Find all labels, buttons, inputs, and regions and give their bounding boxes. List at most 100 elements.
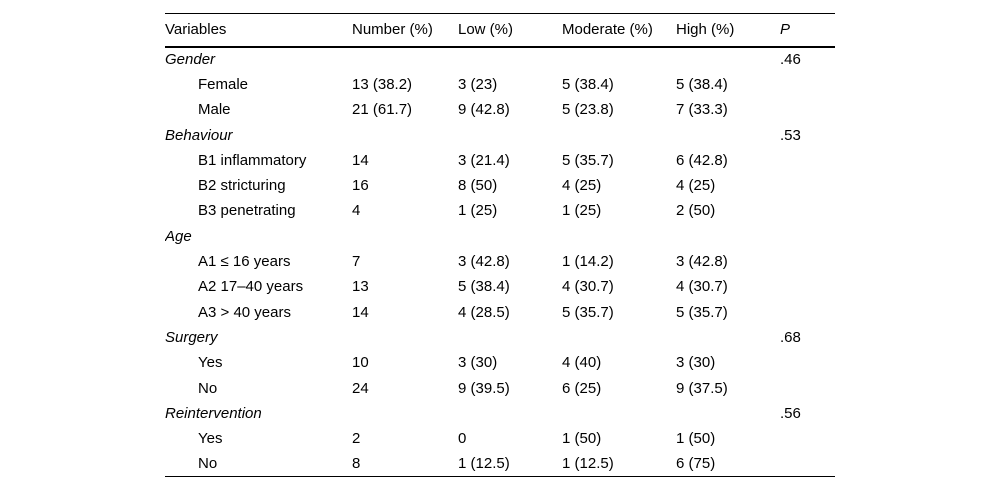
low-cell: 1 (12.5) — [458, 455, 510, 473]
moderate-cell: 4 (30.7) — [562, 278, 614, 296]
moderate-cell: 6 (25) — [562, 379, 602, 397]
row-label: No — [198, 379, 218, 397]
number-cell — [352, 47, 458, 72]
number-cell — [352, 325, 458, 350]
high-cell: 3 (30) — [676, 354, 716, 372]
data-row-gender-male: Male 21 (61.7) 9 (42.8) 5 (23.8) 7 (33.3) — [165, 97, 835, 122]
low-cell: 1 (25) — [458, 202, 498, 220]
p-value-cell — [780, 451, 835, 476]
section-row-behaviour: Behaviour .53 — [165, 122, 835, 147]
p-value-cell — [780, 299, 835, 324]
moderate-cell — [562, 47, 676, 72]
low-cell: 0 — [458, 430, 467, 448]
low-cell: 3 (42.8) — [458, 253, 510, 271]
section-row-surgery: Surgery .68 — [165, 325, 835, 350]
section-label: Reintervention — [165, 404, 262, 422]
low-cell: 9 (39.5) — [458, 379, 510, 397]
moderate-cell: 5 (35.7) — [562, 151, 614, 169]
data-row-age-a3-40-years: A3 > 40 years 14 4 (28.5) 5 (35.7) 5 (35.7) — [165, 299, 835, 324]
moderate-cell: 1 (12.5) — [562, 455, 614, 473]
p-value-cell — [780, 72, 835, 97]
low-cell: 3 (30) — [458, 354, 498, 372]
number-cell — [352, 122, 458, 147]
low-cell — [458, 325, 562, 350]
section-row-reintervention: Reintervention .56 — [165, 401, 835, 426]
moderate-cell: 4 (25) — [562, 177, 602, 195]
p-value-cell: .68 — [780, 328, 801, 346]
data-row-age-a1-16-years: A1 ≤ 16 years 7 3 (42.8) 1 (14.2) 3 (42.8) — [165, 249, 835, 274]
row-label: A2 17–40 years — [198, 278, 304, 296]
moderate-cell: 1 (25) — [562, 202, 602, 220]
moderate-cell: 5 (35.7) — [562, 303, 614, 321]
number-cell: 10 — [352, 354, 369, 372]
number-cell: 13 — [352, 278, 369, 296]
header-row: Variables Number (%) Low (%) Moderate (%… — [165, 13, 835, 48]
row-label: Female — [198, 75, 249, 93]
low-cell — [458, 47, 562, 72]
p-value-cell — [780, 249, 835, 274]
number-cell: 7 — [352, 253, 361, 271]
row-label: Yes — [198, 354, 223, 372]
p-value-cell: .46 — [780, 51, 801, 69]
low-cell — [458, 224, 562, 249]
low-cell: 8 (50) — [458, 177, 498, 195]
section-row-age: Age — [165, 224, 835, 249]
p-value-cell — [780, 97, 835, 122]
row-label: B3 penetrating — [198, 202, 296, 220]
row-label: B1 inflammatory — [198, 151, 307, 169]
col-header-p: P — [780, 13, 835, 48]
p-value-cell — [780, 198, 835, 223]
number-cell: 16 — [352, 177, 369, 195]
number-cell: 2 — [352, 430, 361, 448]
high-cell: 5 (38.4) — [676, 75, 728, 93]
col-header-variables: Variables — [165, 13, 352, 48]
number-cell — [352, 224, 458, 249]
number-cell: 21 (61.7) — [352, 101, 413, 119]
col-header-moderate: Moderate (%) — [562, 13, 676, 48]
moderate-cell: 5 (23.8) — [562, 101, 614, 119]
moderate-cell: 5 (38.4) — [562, 75, 614, 93]
moderate-cell — [562, 224, 676, 249]
p-value-cell — [780, 350, 835, 375]
moderate-cell — [562, 401, 676, 426]
number-cell: 13 (38.2) — [352, 75, 413, 93]
number-cell: 8 — [352, 455, 361, 473]
low-cell: 9 (42.8) — [458, 101, 510, 119]
low-cell: 3 (21.4) — [458, 151, 510, 169]
data-row-age-a2-17-40-years: A2 17–40 years 13 5 (38.4) 4 (30.7) 4 (30.7) — [165, 274, 835, 299]
number-cell: 4 — [352, 202, 361, 220]
row-label: A1 ≤ 16 years — [198, 253, 291, 271]
col-header-high: High (%) — [676, 13, 780, 48]
row-label: A3 > 40 years — [198, 303, 291, 321]
p-value-cell — [780, 173, 835, 198]
high-cell — [676, 122, 780, 147]
high-cell: 6 (75) — [676, 455, 716, 473]
moderate-cell — [562, 122, 676, 147]
moderate-cell: 4 (40) — [562, 354, 602, 372]
data-row-gender-female: Female 13 (38.2) 3 (23) 5 (38.4) 5 (38.4) — [165, 72, 835, 97]
col-header-number: Number (%) — [352, 13, 458, 48]
data-row-surgery-yes: Yes 10 3 (30) 4 (40) 3 (30) — [165, 350, 835, 375]
low-cell — [458, 122, 562, 147]
high-cell — [676, 47, 780, 72]
data-row-behaviour-b1-inflammatory: B1 inflammatory 14 3 (21.4) 5 (35.7) 6 (42.8… — [165, 148, 835, 173]
high-cell: 7 (33.3) — [676, 101, 728, 119]
moderate-cell: 1 (50) — [562, 430, 602, 448]
low-cell — [458, 401, 562, 426]
p-value-cell — [780, 426, 835, 451]
low-cell: 3 (23) — [458, 75, 498, 93]
p-value-cell: .53 — [780, 126, 801, 144]
number-cell: 24 — [352, 379, 369, 397]
data-row-reintervention-yes: Yes 2 0 1 (50) 1 (50) — [165, 426, 835, 451]
number-cell: 14 — [352, 151, 369, 169]
section-row-gender: Gender .46 — [165, 47, 835, 72]
section-label: Surgery — [165, 328, 218, 346]
high-cell: 4 (25) — [676, 177, 716, 195]
high-cell: 1 (50) — [676, 430, 716, 448]
number-cell: 14 — [352, 303, 369, 321]
high-cell: 9 (37.5) — [676, 379, 728, 397]
row-label: No — [198, 455, 218, 473]
data-row-reintervention-no: No 8 1 (12.5) 1 (12.5) 6 (75) — [165, 451, 835, 476]
row-label: B2 stricturing — [198, 177, 286, 195]
col-header-low: Low (%) — [458, 13, 562, 48]
